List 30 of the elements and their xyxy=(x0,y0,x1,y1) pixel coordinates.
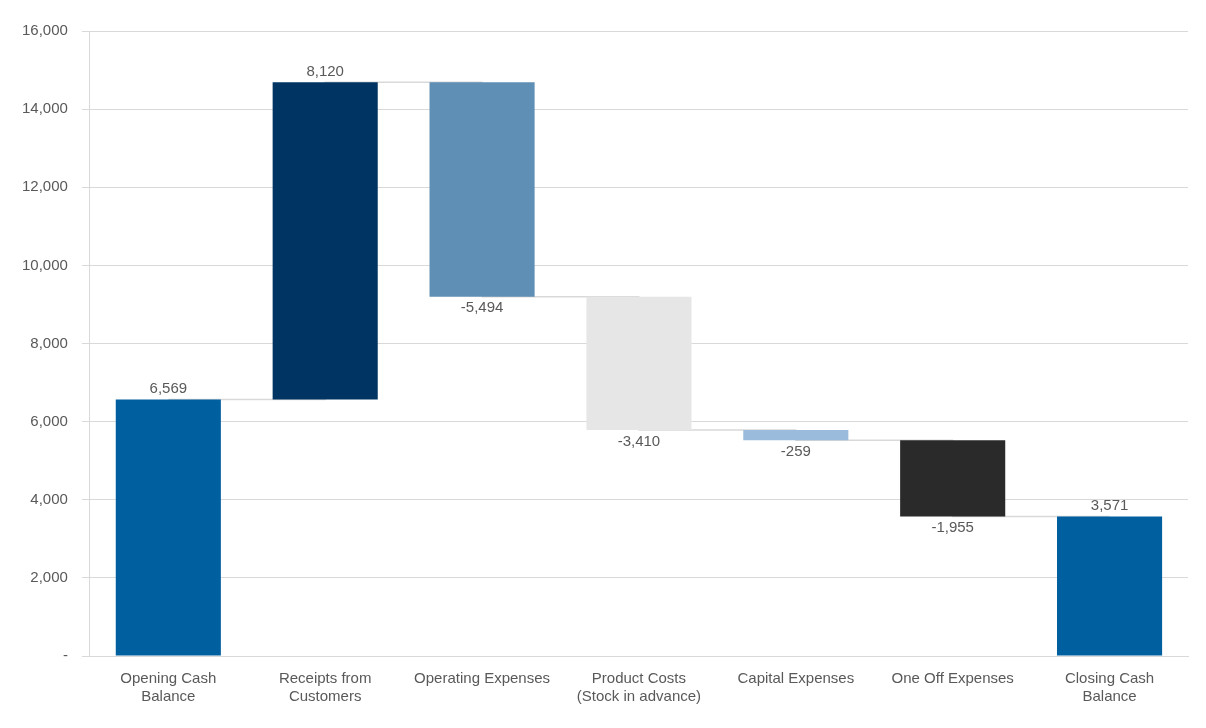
y-tick-label: 2,000 xyxy=(30,568,68,586)
bar xyxy=(1057,516,1163,656)
bar xyxy=(115,399,221,656)
bar xyxy=(272,82,378,400)
bar xyxy=(743,430,849,441)
x-tick-label: Closing Cash Balance xyxy=(1064,669,1155,705)
x-tick-label: Operating Expenses xyxy=(414,669,551,687)
x-tick-label: Product Costs (Stock in advance) xyxy=(576,669,702,705)
y-tick-label: 4,000 xyxy=(30,489,68,507)
x-tick-label: One Off Expenses xyxy=(891,669,1014,687)
bar xyxy=(586,296,692,431)
data-label: -5,494 xyxy=(460,298,504,316)
data-label: 3,571 xyxy=(1090,496,1129,514)
y-tick-label: 16,000 xyxy=(21,21,68,39)
x-tick-label: Capital Expenses xyxy=(737,669,855,687)
data-label: -1,955 xyxy=(931,518,974,536)
y-tick-label: - xyxy=(62,646,68,664)
y-tick-label: 10,000 xyxy=(21,255,68,273)
bar xyxy=(900,440,1006,517)
data-label: 8,120 xyxy=(306,61,344,79)
y-tick-label: 8,000 xyxy=(30,333,68,351)
y-tick-label: 14,000 xyxy=(21,99,68,117)
x-tick-label: Receipts from Customers xyxy=(278,669,372,705)
y-tick-label: 12,000 xyxy=(21,177,68,195)
data-label: 6,569 xyxy=(149,379,188,397)
x-tick-label: Opening Cash Balance xyxy=(120,669,217,705)
y-tick-label: 6,000 xyxy=(30,411,68,429)
data-label: -259 xyxy=(780,441,811,459)
bar xyxy=(429,82,535,297)
data-label: -3,410 xyxy=(617,431,661,449)
